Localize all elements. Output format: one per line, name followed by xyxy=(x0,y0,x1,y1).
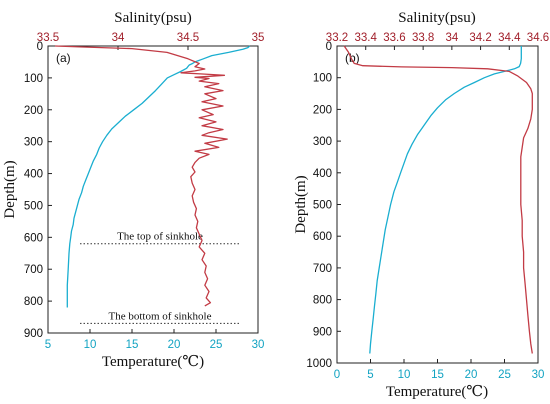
depth-tick-label: 1000 xyxy=(306,358,332,370)
salinity-tick-label: 34.5 xyxy=(177,32,199,44)
depth-tick-label: 300 xyxy=(313,136,332,148)
salinity-tick-label: 33.2 xyxy=(326,32,348,44)
salinity-tick-label: 34 xyxy=(112,32,125,44)
temperature-tick-label: 30 xyxy=(252,339,265,351)
depth-tick-label: 400 xyxy=(24,169,43,181)
temperature-tick-label: 30 xyxy=(532,369,545,381)
depth-tick-label: 300 xyxy=(24,137,43,149)
depth-tick-label: 100 xyxy=(313,73,332,85)
chart-panel-b: 33.2 33.4 33.6 33.8 34 34.2 34.4 34.6 0 5 10 15 20 25… xyxy=(293,10,549,400)
depth-tick-label: 600 xyxy=(313,231,332,243)
temperature-tick-label: 10 xyxy=(398,369,411,381)
depth-tick-label: 900 xyxy=(313,326,332,338)
temperature-profile-line xyxy=(66,45,251,308)
depth-tick-label: 500 xyxy=(313,200,332,212)
salinity-tick-label: 33.4 xyxy=(355,32,378,44)
salinity-profile-line xyxy=(54,45,228,307)
salinity-tick-label: 33.8 xyxy=(412,32,434,44)
depth-axis-title: Depth(m) xyxy=(293,175,309,233)
salinity-tick-label: 33.5 xyxy=(37,32,59,44)
temperature-tick-label: 10 xyxy=(84,339,97,351)
plot-frame xyxy=(336,45,539,364)
temperature-tick-label: 25 xyxy=(210,339,223,351)
depth-tick-label: 200 xyxy=(313,104,332,116)
temperature-tick-label: 5 xyxy=(45,339,51,351)
depth-tick-label: 900 xyxy=(24,328,43,340)
temperature-tick-label: 20 xyxy=(465,369,478,381)
temperature-tick-label: 5 xyxy=(367,369,373,381)
depth-tick-label: 700 xyxy=(313,263,332,275)
depth-tick-label: 200 xyxy=(24,105,43,117)
depth-tick-label: 0 xyxy=(326,41,332,53)
depth-axis-title: Depth(m) xyxy=(2,160,18,218)
depth-tick-label: 500 xyxy=(24,200,43,212)
depth-tick-label: 700 xyxy=(24,264,43,276)
sinkhole-annotation: The top of sinkhole xyxy=(117,231,203,243)
temperature-profile-line xyxy=(369,46,522,354)
salinity-tick-label: 34.6 xyxy=(527,32,549,44)
depth-tick-label: 800 xyxy=(24,296,43,308)
depth-tick-label: 400 xyxy=(313,168,332,180)
chart-panel-a: 33.5 34 34.5 355 10 15 20 25 3001002003004005006… xyxy=(2,10,264,370)
salinity-tick-label: 34 xyxy=(445,32,458,44)
depth-tick-label: 0 xyxy=(37,41,43,53)
sinkhole-annotation: The bottom of sinkhole xyxy=(109,310,212,322)
plot-frame xyxy=(47,45,259,334)
salinity-profile-line xyxy=(343,45,533,354)
temperature-tick-label: 0 xyxy=(334,369,340,381)
temperature-tick-label: 15 xyxy=(431,369,444,381)
panel-label: (a) xyxy=(56,51,71,65)
salinity-axis-title: Salinity(psu) xyxy=(114,10,192,26)
salinity-tick-label: 35 xyxy=(252,32,265,44)
depth-tick-label: 800 xyxy=(313,295,332,307)
depth-tick-label: 600 xyxy=(24,232,43,244)
temperature-tick-label: 25 xyxy=(498,369,511,381)
salinity-tick-label: 34.2 xyxy=(469,32,491,44)
salinity-axis-title: Salinity(psu) xyxy=(398,10,476,26)
panel-label: (b) xyxy=(345,51,360,65)
temperature-axis-title: Temperature(℃) xyxy=(386,384,488,400)
salinity-tick-label: 33.6 xyxy=(383,32,405,44)
temperature-tick-label: 20 xyxy=(168,339,181,351)
temperature-axis-title: Temperature(℃) xyxy=(102,354,204,370)
salinity-tick-label: 34.4 xyxy=(498,32,521,44)
temperature-tick-label: 15 xyxy=(126,339,139,351)
depth-tick-label: 100 xyxy=(24,73,43,85)
